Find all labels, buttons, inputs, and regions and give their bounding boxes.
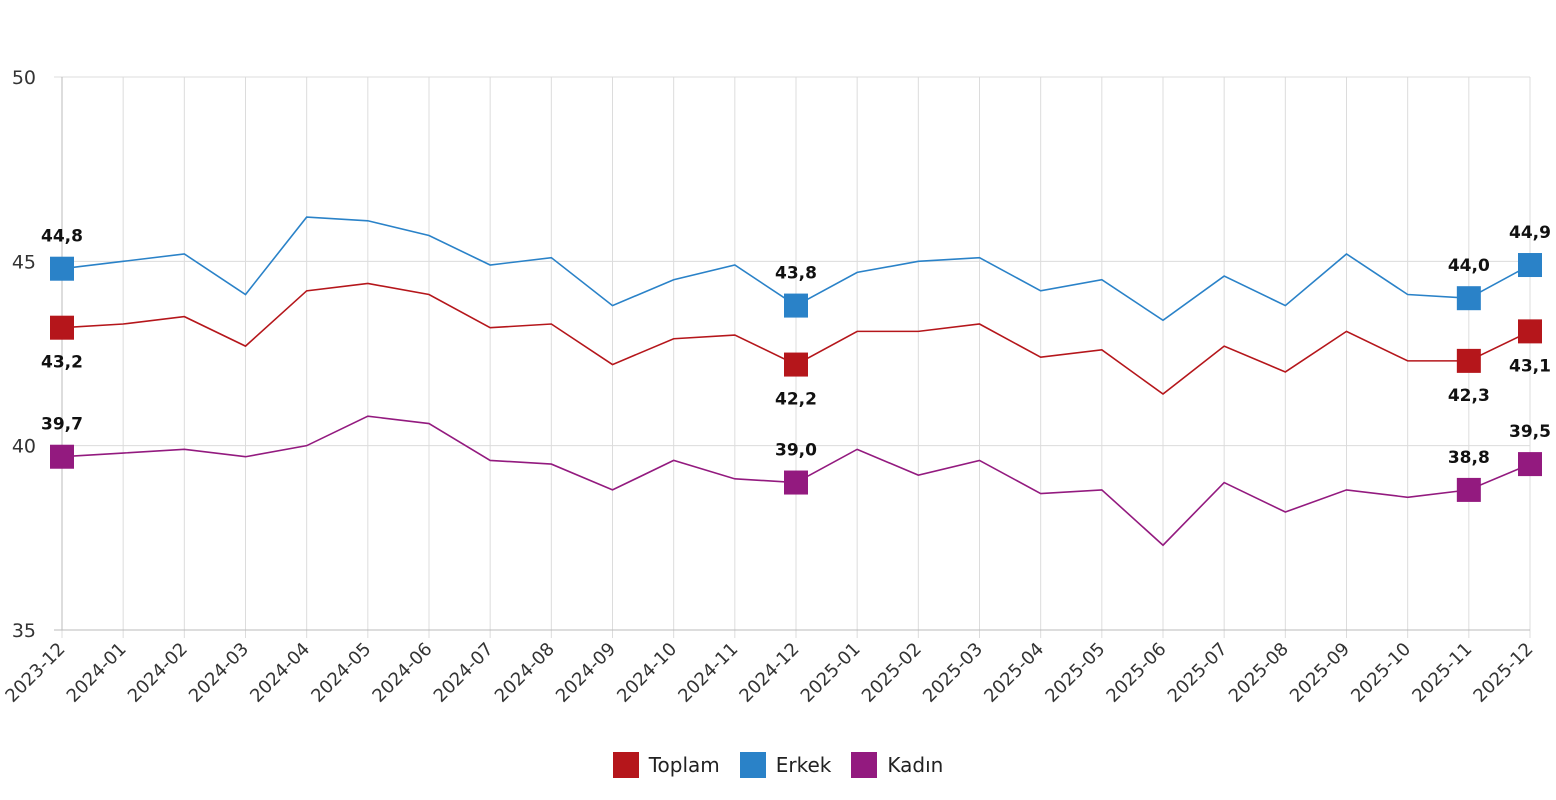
- data-label-toplam: 42,3: [1448, 386, 1490, 406]
- data-point-marker-kadın: [50, 444, 74, 469]
- data-label-erkek: 44,9: [1509, 223, 1551, 243]
- data-label-toplam: 43,2: [41, 353, 83, 373]
- x-tick-label: 2024-10: [613, 639, 681, 707]
- data-point-marker-toplam: [1518, 319, 1542, 344]
- legend-item-erkek[interactable]: Erkek: [739, 752, 832, 778]
- data-point-marker-erkek: [1456, 286, 1481, 311]
- x-tick-label: 2024-06: [368, 639, 436, 707]
- x-tick-label: 2024-05: [307, 639, 375, 707]
- data-label-kadın: 39,7: [41, 415, 83, 435]
- x-tick-label: 2024-01: [63, 639, 131, 707]
- x-tick-label: 2025-04: [980, 639, 1048, 707]
- x-tick-label: 2025-12: [1469, 639, 1537, 707]
- data-point-marker-toplam: [784, 352, 808, 377]
- data-point-marker-erkek: [784, 293, 808, 318]
- legend-swatch-erkek: [739, 752, 766, 778]
- data-point-marker-kadın: [1518, 452, 1542, 477]
- x-tick-label: 2025-09: [1286, 639, 1354, 707]
- x-tick-label: 2024-03: [185, 639, 253, 707]
- x-tick-label: 2025-08: [1225, 639, 1293, 707]
- x-tick-label: 2025-05: [1041, 639, 1109, 707]
- y-tick-label: 45: [12, 251, 36, 273]
- data-label-erkek: 44,0: [1448, 256, 1490, 276]
- data-point-marker-toplam: [50, 315, 74, 340]
- x-tick-label: 2025-02: [858, 639, 926, 707]
- x-tick-label: 2025-06: [1102, 639, 1170, 707]
- data-label-erkek: 44,8: [41, 227, 83, 247]
- x-tick-label: 2025-01: [797, 639, 865, 707]
- x-tick-label: 2025-07: [1164, 639, 1232, 707]
- data-label-toplam: 43,1: [1509, 356, 1551, 376]
- x-tick-label: 2023-12: [1, 639, 69, 707]
- y-tick-label: 50: [12, 67, 36, 89]
- x-tick-label: 2024-09: [552, 639, 620, 707]
- data-point-marker-kadın: [1456, 477, 1481, 502]
- data-label-kadın: 39,5: [1509, 422, 1551, 442]
- data-point-marker-kadın: [784, 470, 808, 495]
- legend-swatch-kadin: [851, 752, 878, 778]
- line-chart: 354045502023-122024-012024-022024-032024…: [1, 67, 1551, 707]
- data-label-erkek: 43,8: [775, 264, 817, 284]
- x-tick-label: 2024-04: [246, 639, 314, 707]
- x-tick-label: 2024-12: [735, 639, 803, 707]
- data-point-marker-toplam: [1456, 348, 1481, 373]
- x-tick-label: 2025-10: [1347, 639, 1415, 707]
- legend-item-toplam[interactable]: Toplam: [612, 752, 720, 778]
- x-tick-label: 2024-07: [430, 639, 498, 707]
- legend: Toplam Erkek Kadın: [0, 752, 1556, 778]
- x-tick-label: 2024-11: [674, 639, 742, 707]
- x-tick-label: 2024-02: [124, 639, 192, 707]
- legend-label: Toplam: [648, 753, 720, 777]
- data-label-kadın: 39,0: [775, 441, 817, 461]
- y-tick-label: 40: [12, 436, 36, 458]
- legend-label: Erkek: [775, 753, 832, 777]
- data-label-kadın: 38,8: [1448, 448, 1490, 468]
- legend-item-kadin[interactable]: Kadın: [851, 752, 943, 778]
- data-label-toplam: 42,2: [775, 390, 817, 410]
- x-tick-label: 2024-08: [491, 639, 559, 707]
- x-tick-label: 2025-03: [919, 639, 987, 707]
- legend-swatch-toplam: [612, 752, 639, 778]
- x-tick-label: 2025-11: [1408, 639, 1476, 707]
- data-point-marker-erkek: [1518, 253, 1542, 278]
- y-tick-label: 35: [12, 620, 36, 642]
- data-point-marker-erkek: [50, 256, 74, 281]
- legend-label: Kadın: [887, 753, 944, 777]
